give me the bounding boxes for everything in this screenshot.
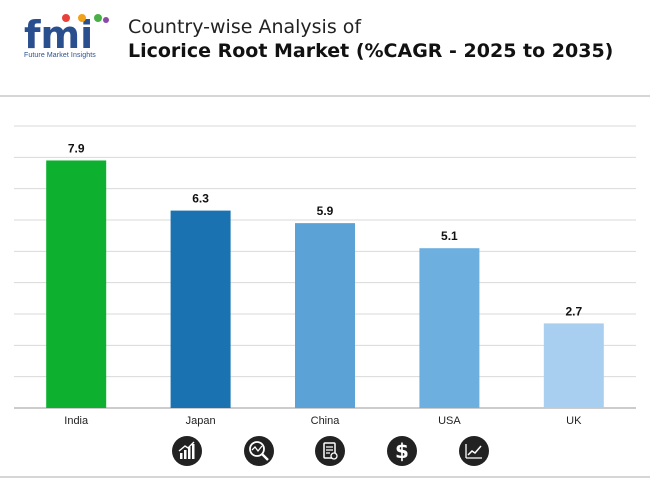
chart-title-line1: Country-wise Analysis of (128, 16, 362, 38)
data-label-china: 5.9 (317, 204, 334, 218)
bar-chart: 7.9 India 6.3 Japan 5.9 China 5.1 USA 2.7 UK (14, 125, 636, 427)
report-icon (315, 436, 345, 466)
header: fmi Future Market Insights Country-wise … (0, 0, 650, 95)
data-label-usa: 5.1 (441, 229, 458, 243)
x-tick-label-uk: UK (566, 415, 582, 427)
dollar-icon: $ (387, 436, 417, 466)
x-tick-label-usa: USA (438, 415, 461, 427)
x-tick-label-india: India (64, 415, 89, 427)
bar-usa (419, 248, 480, 408)
header-divider (0, 95, 650, 97)
footer-divider (0, 476, 650, 478)
data-label-india: 7.9 (68, 141, 85, 155)
line-chart-icon (459, 436, 489, 466)
data-label-japan: 6.3 (192, 192, 209, 206)
bar-uk (543, 323, 604, 408)
bar-india (46, 160, 107, 408)
bar-japan (170, 210, 231, 408)
x-tick-label-china: China (311, 415, 341, 427)
fmi-logo: fmi (24, 13, 109, 57)
svg-text:$: $ (395, 439, 409, 463)
data-label-uk: 2.7 (565, 304, 582, 318)
footer-icon-row: $ (0, 436, 650, 470)
magnifier-chart-icon (244, 436, 274, 466)
bar-china (295, 223, 355, 408)
bar-chart-icon (172, 436, 202, 466)
logo-tagline: Future Market Insights (24, 52, 96, 59)
chart-title-line2: Licorice Root Market (%CAGR - 2025 to 20… (128, 40, 614, 62)
x-tick-label-japan: Japan (186, 415, 216, 427)
